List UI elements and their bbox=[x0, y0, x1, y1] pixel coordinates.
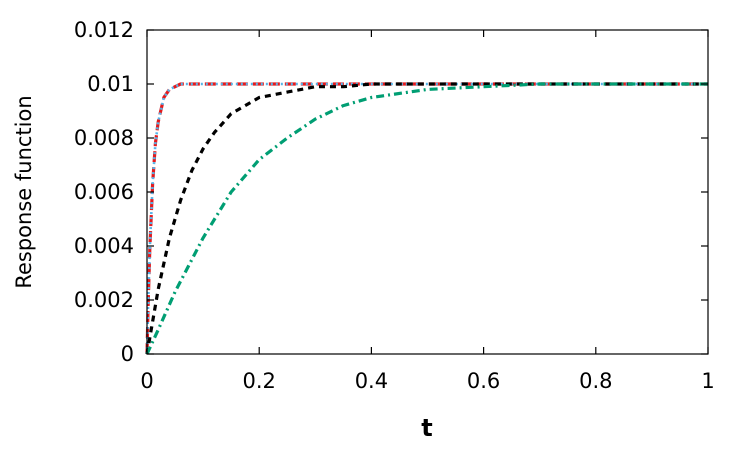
y-axis-label: Response function bbox=[12, 95, 36, 288]
y-tick-labels: 0 0.002 0.004 0.006 0.008 0.01 0.012 bbox=[74, 18, 134, 366]
series-line-1 bbox=[145, 82, 708, 355]
x-tick-label: 1 bbox=[701, 369, 714, 393]
x-tick-label: 0 bbox=[140, 369, 153, 393]
x-tick-labels: 0 0.2 0.4 0.6 0.8 1 bbox=[140, 369, 714, 393]
y-tick-label: 0.002 bbox=[74, 288, 134, 312]
x-tick-label: 0.4 bbox=[355, 369, 388, 393]
y-tick-label: 0.004 bbox=[74, 234, 134, 258]
x-axis-label: t bbox=[421, 414, 432, 442]
series-line-2 bbox=[145, 82, 708, 355]
series-line-4 bbox=[145, 82, 708, 355]
y-tick-label: 0 bbox=[121, 342, 134, 366]
x-tick-label: 0.6 bbox=[467, 369, 500, 393]
y-tick-label: 0.008 bbox=[74, 126, 134, 150]
series-layer bbox=[145, 82, 708, 355]
x-tick-label: 0.8 bbox=[579, 369, 612, 393]
series-line-3 bbox=[145, 82, 708, 355]
ticks-layer bbox=[146, 29, 709, 355]
x-tick-label: 0.2 bbox=[242, 369, 275, 393]
y-tick-label: 0.01 bbox=[87, 72, 134, 96]
y-tick-label: 0.012 bbox=[74, 18, 134, 42]
y-tick-label: 0.006 bbox=[74, 180, 134, 204]
